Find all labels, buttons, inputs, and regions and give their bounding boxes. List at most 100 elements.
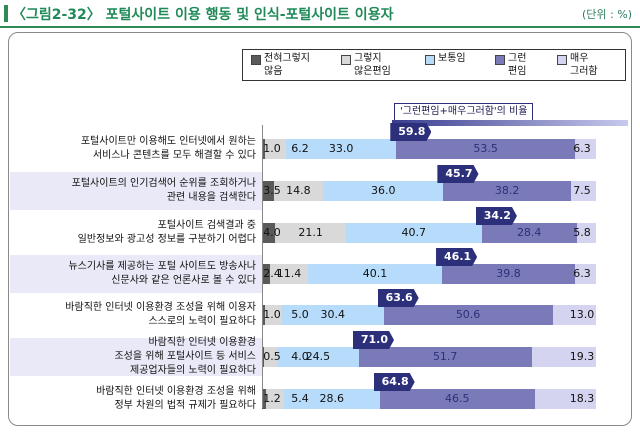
bar-segment bbox=[266, 389, 285, 409]
ratio-tag: 34.2 bbox=[475, 207, 517, 225]
data-label: 11.4 bbox=[276, 267, 302, 280]
data-label: 6.2 bbox=[291, 142, 309, 155]
category-label: 포털사이트 검색결과 중 일반정보와 광고성 정보를 구분하기 어렵다 bbox=[77, 220, 256, 245]
legend-label: 그런 편임 bbox=[508, 53, 527, 77]
data-label: 21.1 bbox=[298, 226, 323, 239]
ratio-tag: 71.0 bbox=[352, 331, 394, 349]
bar-segment bbox=[358, 347, 532, 367]
bar-segment bbox=[531, 347, 596, 367]
category-label: 바람직한 인터넷 이용환경 조성을 위해 이용자 스스로의 노력이 필요하다 bbox=[65, 302, 256, 327]
data-label: 39.8 bbox=[496, 267, 521, 280]
bar-segment bbox=[284, 389, 380, 409]
legend-swatch bbox=[557, 55, 567, 65]
bar-segment bbox=[262, 305, 266, 325]
ratio-tag: 63.6 bbox=[377, 289, 419, 307]
data-label: 1.0 bbox=[263, 308, 281, 321]
data-label: 19.3 bbox=[569, 350, 595, 363]
data-label: 4.0 bbox=[263, 226, 281, 239]
ratio-tag: 46.1 bbox=[436, 248, 478, 266]
stacked-bar bbox=[262, 181, 596, 201]
bar-segment bbox=[570, 181, 596, 201]
bar-segment bbox=[379, 389, 535, 409]
bar-segment bbox=[262, 223, 276, 243]
bar-segment bbox=[383, 305, 553, 325]
data-label: 53.5 bbox=[473, 142, 498, 155]
data-label: 24.5 bbox=[305, 350, 331, 363]
data-label: 36.0 bbox=[370, 184, 396, 197]
bar-segment bbox=[396, 139, 575, 159]
legend-swatch bbox=[425, 55, 435, 65]
data-label: 7.5 bbox=[573, 184, 591, 197]
bar-segment bbox=[442, 264, 575, 284]
data-label: 50.6 bbox=[455, 308, 481, 321]
bar-segment bbox=[265, 305, 283, 325]
title-rule bbox=[0, 26, 640, 28]
axis-line bbox=[262, 125, 263, 408]
bar-segment bbox=[286, 139, 397, 159]
legend-label: 그렇지 않은편임 bbox=[354, 53, 391, 77]
ratio-tag: 45.7 bbox=[437, 165, 479, 183]
legend-swatch bbox=[251, 55, 261, 65]
data-label: 3.5 bbox=[263, 184, 281, 197]
legend-label: 보통임 bbox=[438, 53, 466, 64]
row-band bbox=[10, 172, 262, 210]
category-label: 뉴스기사를 제공하는 포털 사이트도 방송사나 신문사와 같은 언론사로 볼 수 … bbox=[68, 261, 256, 286]
bar-segment bbox=[282, 305, 384, 325]
stacked-bar bbox=[262, 223, 596, 243]
data-label: 38.2 bbox=[494, 184, 520, 197]
data-label: 5.0 bbox=[291, 308, 309, 321]
bar-segment bbox=[273, 181, 324, 201]
bar-segment bbox=[345, 223, 482, 243]
data-label: 40.7 bbox=[401, 226, 427, 239]
stacked-bar bbox=[262, 347, 596, 367]
bar-segment bbox=[481, 223, 577, 243]
bar-segment bbox=[534, 389, 596, 409]
bar-segment bbox=[574, 264, 596, 284]
data-label: 1.2 bbox=[263, 392, 281, 405]
category-label: 바람직한 인터넷 이용환경 조성을 위해 정부 차원의 법적 규제가 필요하다 bbox=[96, 386, 256, 411]
data-label: 33.0 bbox=[328, 142, 354, 155]
bar-segment bbox=[576, 223, 596, 243]
data-label: 2.4 bbox=[263, 267, 281, 280]
category-label: 포털사이트만 이용해도 인터넷에서 원하는 서비스나 콘텐츠를 모두 해결할 수 … bbox=[80, 136, 256, 161]
data-label: 30.4 bbox=[320, 308, 346, 321]
bar-segment bbox=[262, 264, 271, 284]
data-label: 5.8 bbox=[573, 226, 591, 239]
stacked-bar bbox=[262, 305, 596, 325]
bar-segment bbox=[263, 347, 278, 367]
data-label: 40.1 bbox=[362, 267, 388, 280]
bar-segment bbox=[262, 139, 266, 159]
stacked-bar bbox=[262, 139, 596, 159]
legend-label: 매우 그러함 bbox=[570, 53, 598, 77]
legend: 전혀그렇지 않음 그렇지 않은편임 보통임 그런 편임 매우 그러함 bbox=[242, 49, 626, 81]
data-label: 46.5 bbox=[444, 392, 470, 405]
category-label: 포털사이트의 인기검색어 순위를 조회하거나 관련 내용을 검색한다 bbox=[71, 178, 256, 203]
data-label: 1.0 bbox=[263, 142, 281, 155]
data-label: 51.7 bbox=[432, 350, 458, 363]
data-label: 5.4 bbox=[291, 392, 309, 405]
stacked-bar bbox=[262, 264, 596, 284]
bar-segment bbox=[265, 139, 287, 159]
ratio-indicator-strip bbox=[392, 120, 628, 126]
ratio-label: '그런편임+매우그러함'의 비율 bbox=[394, 103, 534, 121]
data-label: 4.0 bbox=[291, 350, 309, 363]
legend-label: 전혀그렇지 않음 bbox=[264, 53, 310, 77]
bar-segment bbox=[262, 181, 274, 201]
data-label: 0.5 bbox=[263, 350, 281, 363]
bar-segment bbox=[277, 347, 359, 367]
bar-segment bbox=[308, 264, 442, 284]
row-band bbox=[10, 338, 262, 376]
bar-segment bbox=[275, 223, 346, 243]
ratio-tag: 59.8 bbox=[390, 123, 432, 141]
bar-segment bbox=[323, 181, 444, 201]
data-label: 14.8 bbox=[286, 184, 311, 197]
bar-segment bbox=[552, 305, 596, 325]
data-label: 28.6 bbox=[319, 392, 345, 405]
data-label: 18.3 bbox=[569, 392, 595, 405]
category-label: 바람직한 인터넷 이용환경 조성을 위해 포털사이트 등 서비스 제공업자들의 노력… bbox=[114, 337, 256, 376]
header: 〈그림2-32〉 포털사이트 이용 행동 및 인식-포털사이트 이용자 (단위 … bbox=[0, 0, 640, 28]
bar-segment bbox=[443, 181, 571, 201]
title-accent-bar bbox=[4, 5, 8, 22]
bar-segment bbox=[262, 389, 266, 409]
data-label: 6.3 bbox=[573, 142, 591, 155]
